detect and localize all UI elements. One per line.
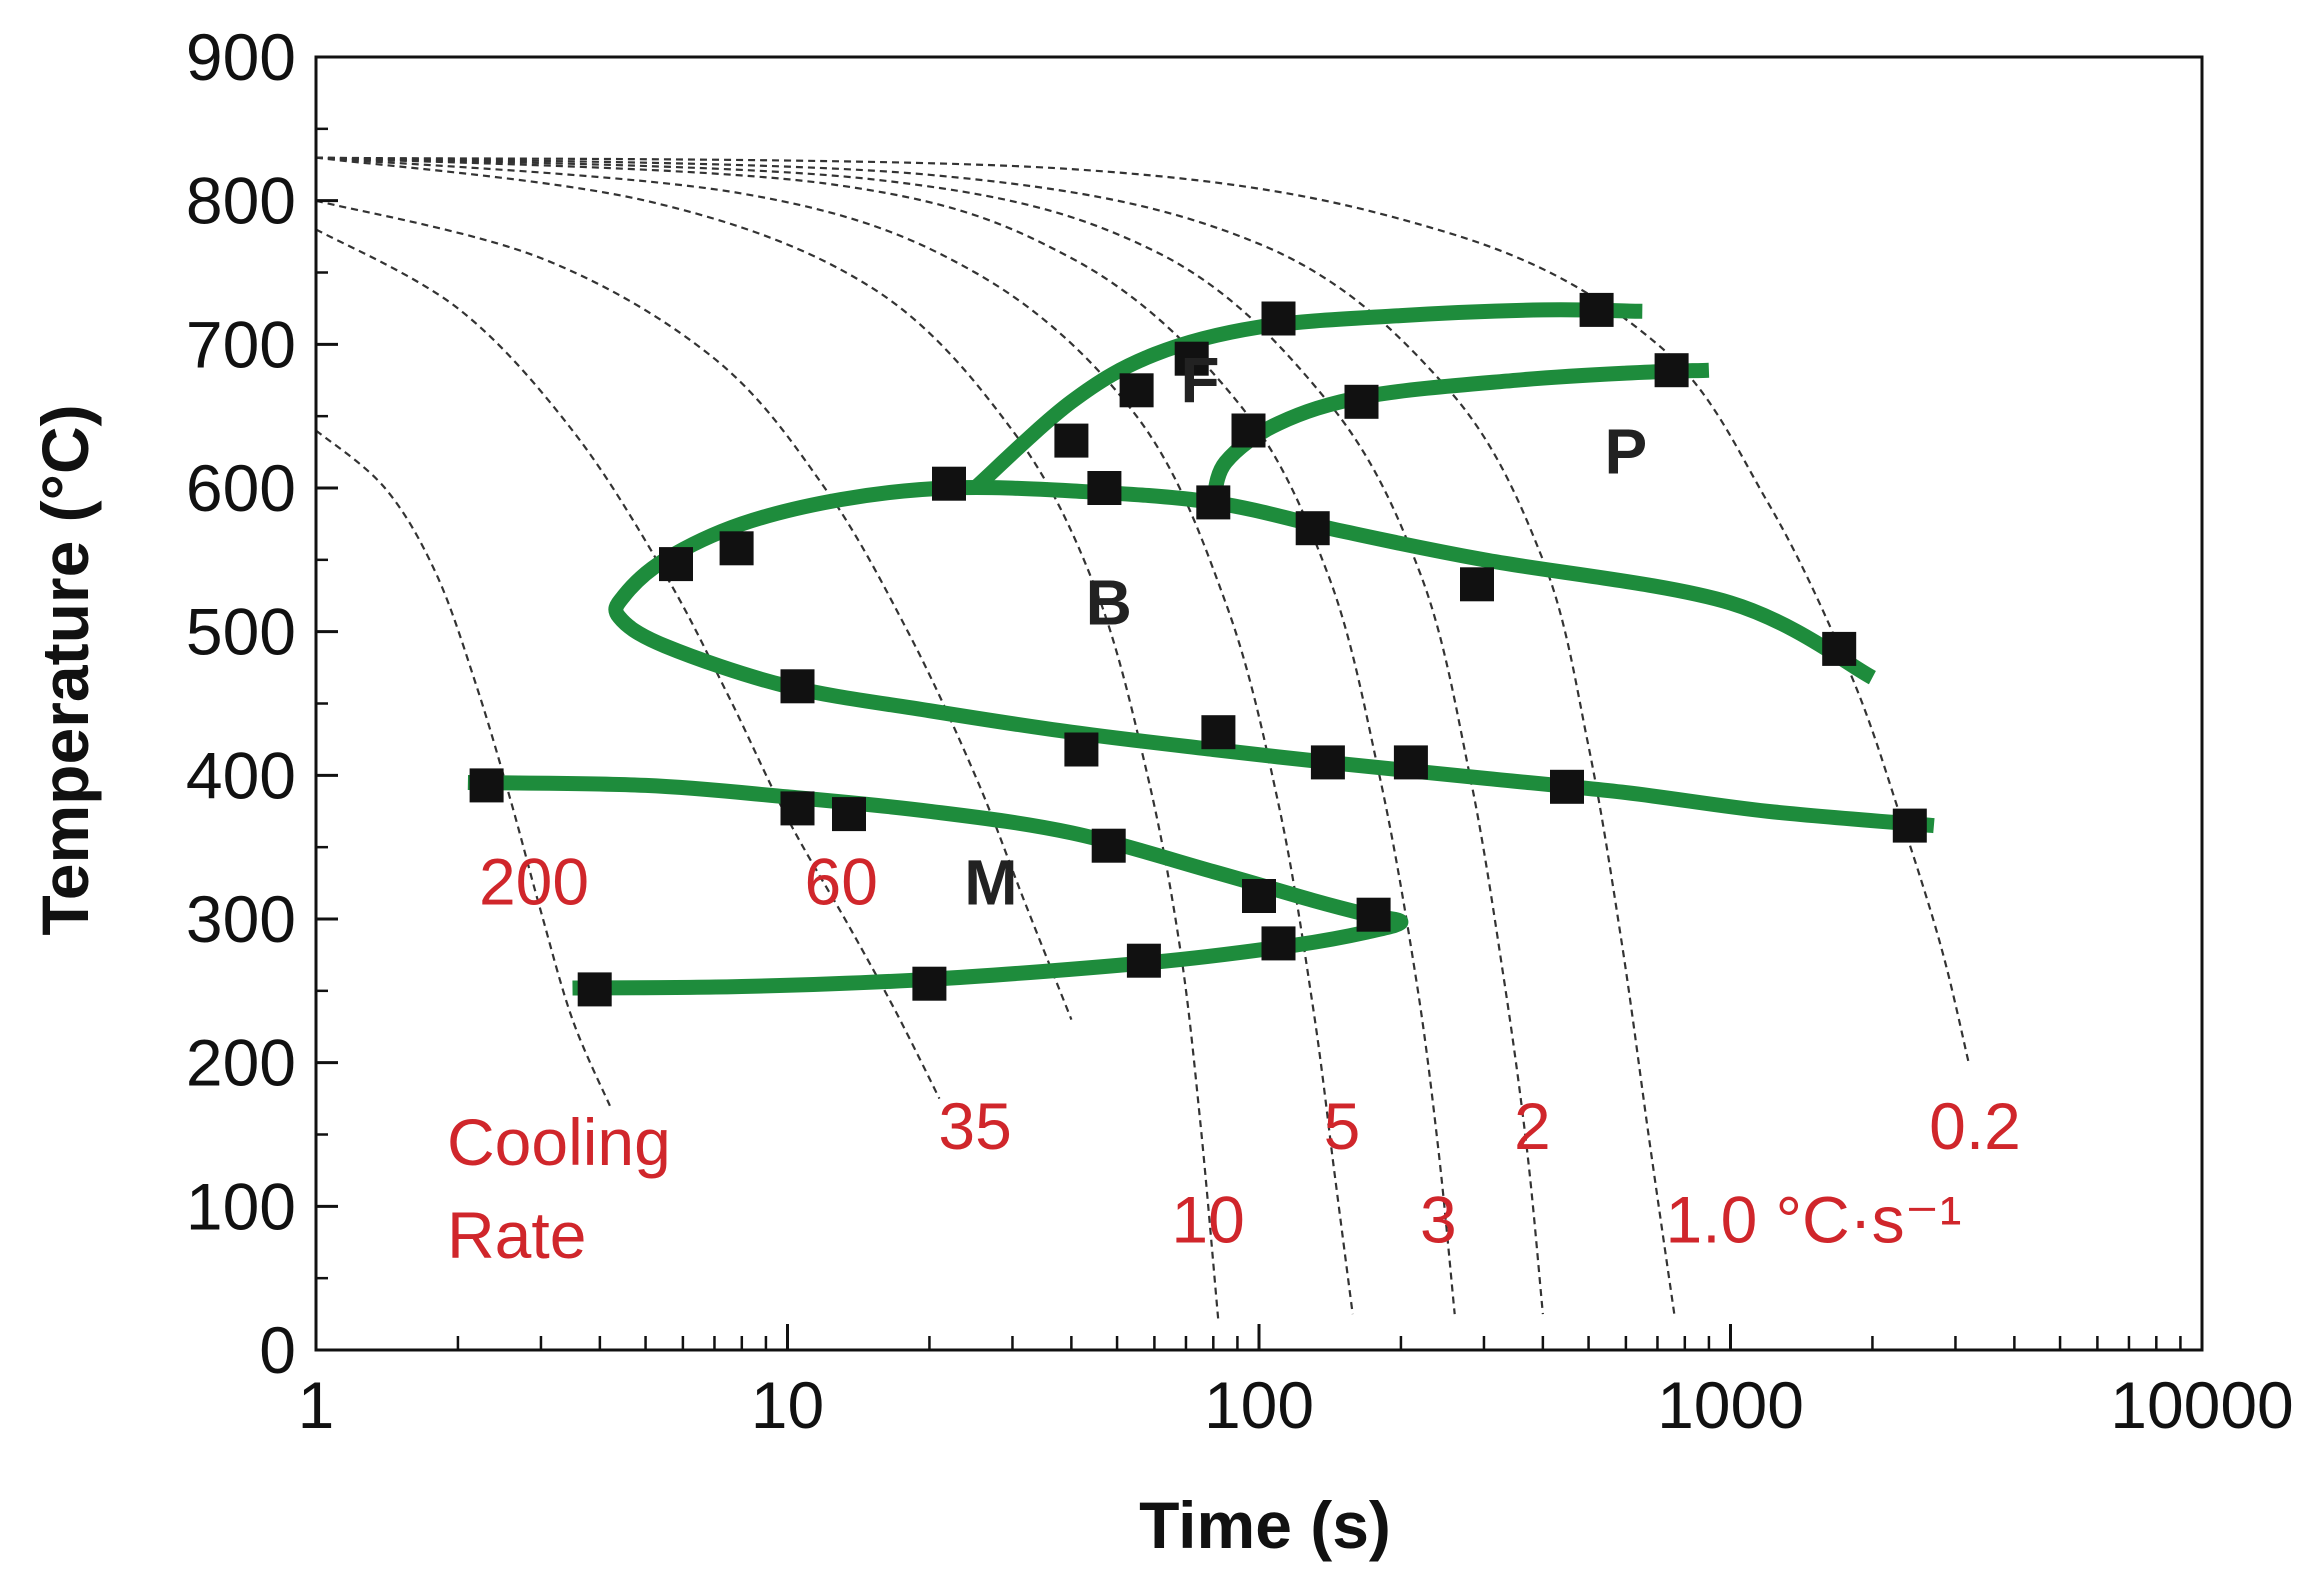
measured-point-31 xyxy=(912,966,947,1001)
cooling-curve-1 xyxy=(316,228,941,1100)
phase-label-m: M xyxy=(964,847,1017,919)
measured-point-7 xyxy=(1344,384,1379,419)
cooling-curve-2 xyxy=(316,199,1073,1021)
cooling-rate-label-6: 2 xyxy=(1514,1089,1551,1163)
cooling-rate-label-0: 200 xyxy=(479,845,589,919)
phase-label-f: F xyxy=(1181,344,1220,416)
x-tick-label-4: 10000 xyxy=(2110,1368,2294,1442)
measured-point-8 xyxy=(932,466,966,501)
measured-point-28 xyxy=(1356,897,1391,932)
measured-point-10 xyxy=(1196,485,1231,520)
cooling-curve-6 xyxy=(316,156,1544,1315)
measured-point-18 xyxy=(1201,715,1236,750)
phase-labels-layer: F P B M xyxy=(964,344,1647,919)
cooling-curve-3 xyxy=(316,156,1220,1322)
tick-labels-layer: 1 10 100 1000 10000 0 100 200 300 400 500 600 700 800… xyxy=(186,20,2294,1442)
measured-point-12 xyxy=(1460,567,1494,602)
cooling-rate-label-1: 60 xyxy=(804,845,877,919)
measured-point-0 xyxy=(1579,292,1614,327)
measured-point-23 xyxy=(469,768,504,803)
cooling-rate-label-5: 3 xyxy=(1420,1182,1457,1256)
measured-point-5 xyxy=(1054,423,1089,458)
measured-point-15 xyxy=(719,531,754,566)
y-tick-label-9: 900 xyxy=(186,20,296,94)
y-tick-label-1: 100 xyxy=(186,1169,296,1243)
y-axis-title: Temperature (°C) xyxy=(28,404,102,935)
cooling-curve-4 xyxy=(316,156,1354,1315)
measured-point-16 xyxy=(780,669,815,704)
measured-point-3 xyxy=(1174,341,1209,376)
phase-label-b: B xyxy=(1086,567,1132,639)
measured-point-17 xyxy=(1064,732,1099,767)
y-tick-label-4: 400 xyxy=(186,738,296,812)
cooling-rate-label-4: 5 xyxy=(1324,1089,1361,1163)
y-tick-label-0: 0 xyxy=(259,1313,296,1387)
measured-points-layer xyxy=(469,292,1927,1007)
cooling-curve-0 xyxy=(316,429,611,1107)
measured-point-21 xyxy=(1550,769,1584,804)
transformation-curve-pearlite-start xyxy=(1205,362,1710,505)
y-tick-label-8: 800 xyxy=(186,164,296,238)
transformation-curve-bainite-start xyxy=(608,480,1935,834)
y-tick-label-5: 500 xyxy=(186,595,296,669)
cooling-curve-7 xyxy=(316,156,1676,1315)
cooling-rate-caption-line2: Rate xyxy=(447,1198,586,1272)
cooling-rate-label-8: 0.2 xyxy=(1929,1089,2021,1163)
measured-point-29 xyxy=(1261,926,1296,961)
measured-point-30 xyxy=(1126,943,1161,978)
phase-label-p: P xyxy=(1605,416,1648,488)
measured-point-22 xyxy=(1892,808,1927,843)
measured-point-32 xyxy=(577,972,612,1007)
measured-point-4 xyxy=(1119,373,1154,408)
measured-point-25 xyxy=(832,797,866,832)
measured-point-14 xyxy=(659,547,693,582)
measured-point-9 xyxy=(1087,471,1122,505)
transformation-curve-ferrite-start xyxy=(970,302,1643,494)
axes-layer xyxy=(314,55,2204,1352)
x-tick-label-2: 100 xyxy=(1204,1368,1314,1442)
rate-labels-layer: 200 60 35 10 532 1.0 °C·s⁻¹ 0.2 xyxy=(479,845,2021,1257)
x-tick-label-3: 1000 xyxy=(1657,1368,1804,1442)
y-tick-label-6: 600 xyxy=(186,451,296,525)
measured-point-11 xyxy=(1295,511,1330,546)
measured-point-2 xyxy=(1261,301,1296,336)
measured-point-13 xyxy=(1822,631,1857,666)
measured-point-6 xyxy=(1231,413,1266,448)
measured-point-27 xyxy=(1242,879,1276,913)
measured-point-1 xyxy=(1654,353,1689,388)
x-axis-title: Time (s) xyxy=(1139,1488,1391,1562)
y-tick-label-2: 200 xyxy=(186,1026,296,1100)
x-tick-label-0: 1 xyxy=(298,1368,335,1442)
y-tick-label-7: 700 xyxy=(186,307,296,381)
cooling-curve-8 xyxy=(316,156,1970,1063)
cooling-rate-label-7: 1.0 °C·s⁻¹ xyxy=(1666,1182,1962,1256)
cooling-rate-label-2: 35 xyxy=(938,1089,1011,1163)
measured-point-24 xyxy=(780,791,815,826)
y-tick-label-3: 300 xyxy=(186,882,296,956)
cooling-curve-5 xyxy=(316,156,1456,1315)
cooling-rate-caption-line1: Cooling xyxy=(447,1105,671,1179)
measured-point-19 xyxy=(1310,745,1345,780)
cooling-rate-label-3: 10 xyxy=(1171,1182,1244,1256)
measured-point-26 xyxy=(1091,828,1126,863)
measured-point-20 xyxy=(1393,745,1428,780)
x-tick-label-1: 10 xyxy=(751,1368,824,1442)
